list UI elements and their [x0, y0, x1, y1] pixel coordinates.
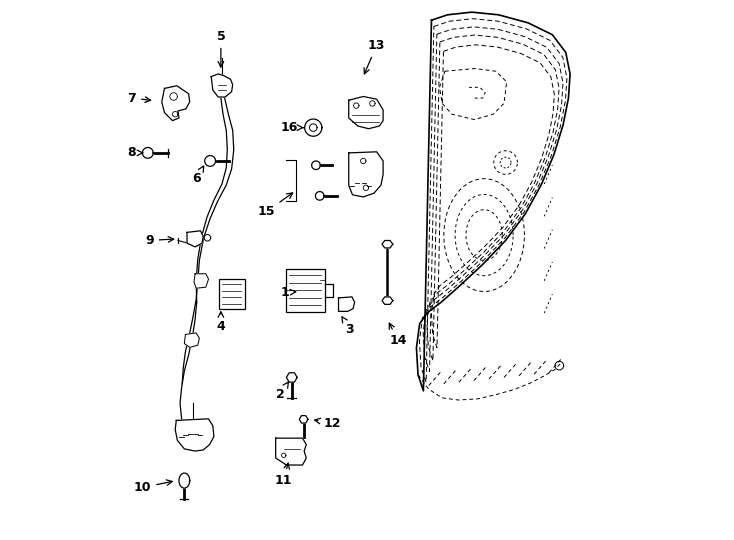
Polygon shape: [299, 416, 308, 423]
Text: 10: 10: [134, 480, 172, 494]
Polygon shape: [349, 152, 383, 197]
Bar: [286, 269, 324, 312]
Text: 12: 12: [315, 416, 341, 430]
Text: 14: 14: [389, 323, 407, 347]
Text: 11: 11: [275, 463, 292, 487]
Text: 4: 4: [217, 312, 225, 333]
Polygon shape: [142, 147, 153, 158]
Text: 6: 6: [192, 166, 204, 185]
Polygon shape: [382, 297, 393, 305]
Polygon shape: [286, 373, 297, 382]
Text: 7: 7: [127, 92, 150, 105]
Polygon shape: [349, 97, 383, 129]
Polygon shape: [276, 438, 306, 465]
Polygon shape: [211, 74, 233, 97]
Polygon shape: [312, 161, 320, 170]
Polygon shape: [184, 333, 200, 347]
Polygon shape: [305, 119, 322, 136]
Polygon shape: [338, 297, 355, 312]
Polygon shape: [316, 192, 324, 200]
Text: 13: 13: [364, 39, 385, 74]
Text: 1: 1: [281, 286, 296, 299]
Polygon shape: [161, 86, 189, 120]
Polygon shape: [194, 274, 208, 288]
Polygon shape: [175, 419, 214, 451]
Polygon shape: [179, 473, 189, 488]
Polygon shape: [382, 240, 393, 248]
Text: 3: 3: [342, 317, 354, 335]
Polygon shape: [187, 231, 203, 247]
Bar: [219, 279, 244, 309]
Text: 5: 5: [217, 30, 225, 67]
Polygon shape: [205, 156, 216, 166]
Text: 8: 8: [128, 146, 142, 159]
Text: 16: 16: [280, 121, 303, 134]
Text: 2: 2: [275, 382, 288, 401]
Text: 15: 15: [257, 193, 293, 219]
Text: 9: 9: [145, 234, 174, 247]
